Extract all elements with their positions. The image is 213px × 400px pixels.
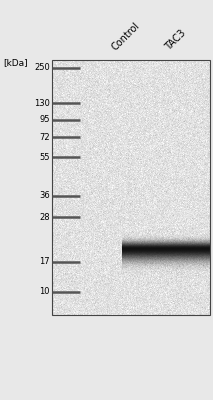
Text: 17: 17 [39,258,50,266]
Text: 130: 130 [34,98,50,108]
Text: 28: 28 [39,212,50,222]
Text: 72: 72 [39,132,50,142]
Text: TAC3: TAC3 [163,28,188,52]
Text: [kDa]: [kDa] [3,58,28,67]
Text: 55: 55 [39,152,50,162]
Text: Control: Control [110,20,142,52]
Bar [52,60,210,315]
Text: 10: 10 [39,288,50,296]
Text: 250: 250 [34,64,50,72]
Text: 95: 95 [39,116,50,124]
Text: 36: 36 [39,192,50,200]
